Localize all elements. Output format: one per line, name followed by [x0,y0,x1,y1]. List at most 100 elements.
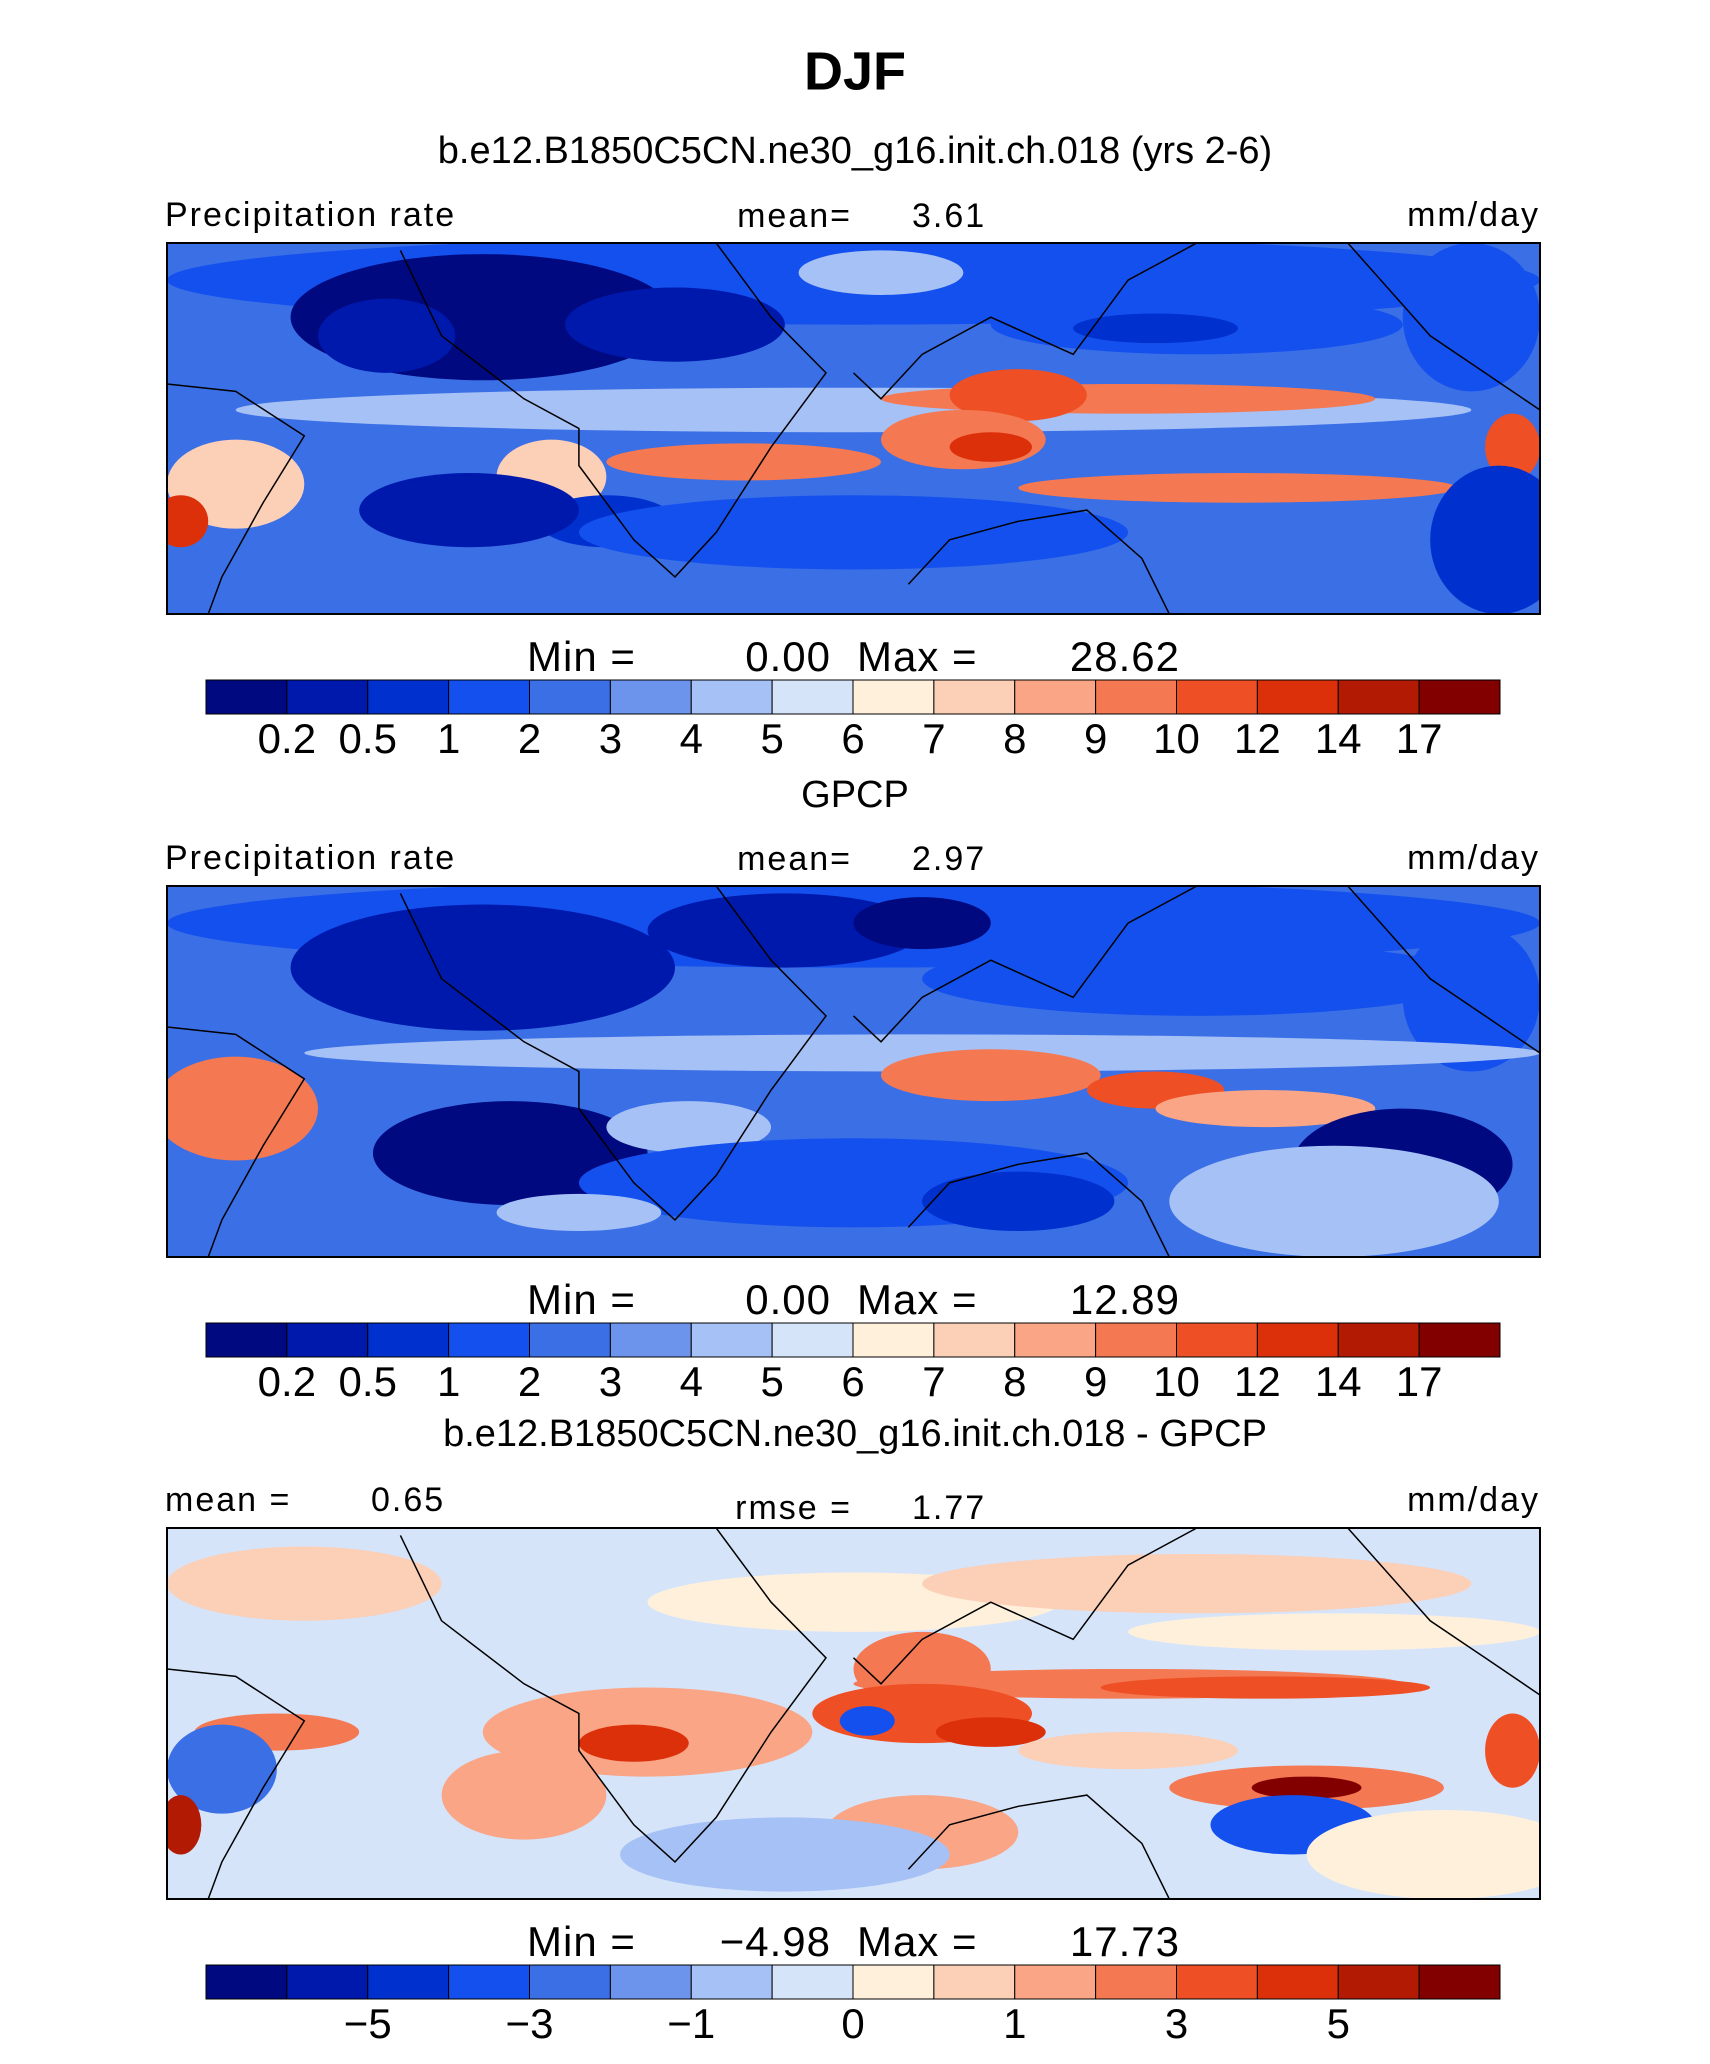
colorbar-box [933,679,1016,715]
colorbar-box [1256,679,1339,715]
colorbar-label: 0.2 [258,1358,316,1405]
colorbar-label: 14 [1315,715,1362,762]
colorbar-box [690,1964,773,2000]
colorbar-box [1418,1322,1501,1358]
field-region [1430,465,1540,614]
max-value: 17.73 [1070,1918,1180,1965]
colorbar-box [1256,1322,1339,1358]
colorbar-label: 2 [518,715,541,762]
field-region [1018,1732,1238,1770]
colorbar-box [1176,1322,1258,1358]
map [167,886,1540,1257]
field-region [620,1817,950,1892]
colorbar-box [529,1322,611,1358]
figure-title: DJF [804,41,906,101]
colorbar-label: 5 [1327,2000,1350,2047]
field-region [839,1706,895,1736]
coastline [1347,243,1540,411]
coastline [907,1152,1170,1257]
colorbar-label: 12 [1234,715,1281,762]
field-region [1073,313,1238,344]
colorbar-box [205,679,288,715]
colorbar-box [286,679,369,715]
colorbar-box [448,1964,530,2000]
colorbar-box [448,679,530,715]
field-region [798,250,964,295]
field-region [606,443,881,481]
max-label: Max = [857,1918,978,1965]
colorbar-label: 0.5 [339,1358,397,1405]
colorbar-box [1095,1322,1177,1358]
field-region [290,904,676,1031]
colorbar-box [771,1322,854,1358]
colorbar-label: 8 [1003,1358,1026,1405]
colorbar-box [1014,679,1097,715]
min-value: 0.00 [745,633,831,680]
panel-title: b.e12.B1850C5CN.ne30_g16.init.ch.018 (yr… [438,130,1272,172]
field-region [922,1171,1115,1232]
coastline [167,383,306,614]
colorbar-label: 6 [841,715,864,762]
min-value: −4.98 [720,1918,831,1965]
coastline [852,886,1198,1043]
field-region [1155,1090,1376,1128]
colorbar-box [1418,679,1501,715]
colorbar-box [1256,1964,1339,2000]
colorbar-label: 9 [1084,715,1107,762]
field-region [606,1101,772,1154]
colorbar-box [609,1964,692,2000]
header-left-value: 0.65 [371,1481,445,1519]
colorbar-label: 10 [1153,1358,1200,1405]
colorbar-box [1095,679,1177,715]
field-region [1402,243,1540,392]
coastline [852,1528,1198,1685]
colorbar-label: 7 [922,1358,945,1405]
colorbar-box [690,679,773,715]
map-frame [166,242,1541,615]
colorbar-box [1337,1322,1420,1358]
colorbar-box [1014,1322,1097,1358]
field-region [853,897,991,950]
header-center: mean= [737,197,852,235]
colorbar-label: 12 [1234,1358,1281,1405]
field-region [167,495,209,548]
colorbar-label: 1 [1003,2000,1026,2047]
colorbar-box [529,1964,611,2000]
field-region [647,893,923,968]
field-region [1485,1713,1540,1788]
colorbar-label: 9 [1084,1358,1107,1405]
colorbar-box [852,1964,935,2000]
field-region [372,1101,648,1206]
colorbar-label: 1 [437,1358,460,1405]
max-value: 28.62 [1070,633,1180,680]
colorbar-box [367,679,450,715]
field-region [1018,473,1458,503]
colorbar-label: 0.2 [258,715,316,762]
field-region [167,1546,442,1621]
header-center-value: 2.97 [912,840,986,878]
colorbar-label: 5 [760,1358,783,1405]
colorbar-box [367,1322,450,1358]
colorbar-box [529,679,611,715]
panel-title: GPCP [801,774,909,816]
colorbar-label: 6 [841,1358,864,1405]
colorbar-label: 8 [1003,715,1026,762]
colorbar-box [205,1322,288,1358]
colorbar-label: 7 [922,715,945,762]
field-region [949,432,1032,462]
header-left: Precipitation rate [165,839,456,877]
min-value: 0.00 [745,1276,831,1323]
field-region [922,941,1472,1016]
colorbar-box [286,1322,369,1358]
colorbar-box [367,1964,450,2000]
colorbar-label: 0.5 [339,715,397,762]
field-region [1169,1145,1499,1257]
max-value: 12.89 [1070,1276,1180,1323]
colorbar-box [286,1964,369,2000]
colorbar-box [1337,679,1420,715]
field-region [1485,413,1540,481]
coastline [399,886,827,1221]
panel-title: b.e12.B1850C5CN.ne30_g16.init.ch.018 - G… [443,1413,1267,1455]
map [167,1528,1540,1899]
